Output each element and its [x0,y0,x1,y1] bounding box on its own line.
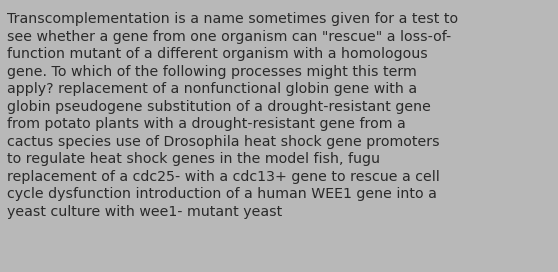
Text: Transcomplementation is a name sometimes given for a test to
see whether a gene : Transcomplementation is a name sometimes… [7,12,458,219]
